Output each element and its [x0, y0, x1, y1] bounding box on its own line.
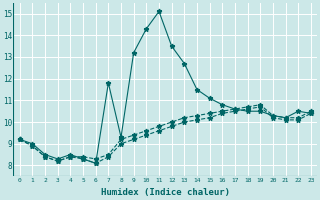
X-axis label: Humidex (Indice chaleur): Humidex (Indice chaleur)	[101, 188, 230, 197]
